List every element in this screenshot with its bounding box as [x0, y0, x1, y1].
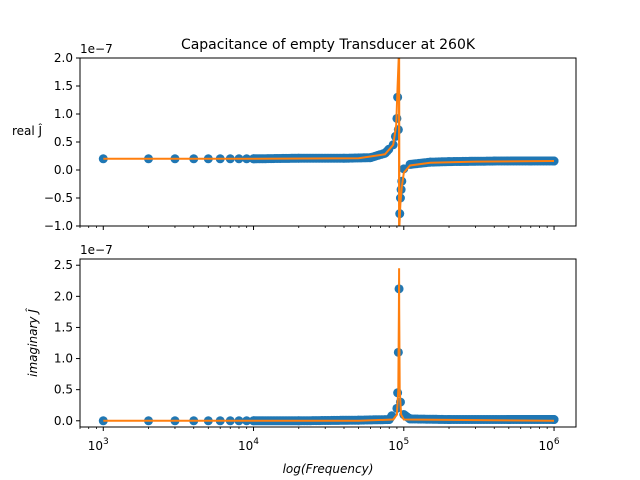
x-tick-label: 105: [388, 437, 409, 453]
top-y-tick-label: 0.5: [54, 135, 73, 149]
bottom-x-ticks: 103 104 105 106: [79, 427, 560, 453]
chart-title: Capacitance of empty Transducer at 260K: [181, 37, 476, 53]
bottom-y-tick-label: 0.0: [54, 414, 73, 428]
top-fit-line: [103, 58, 555, 226]
bottom-plot-area: [98, 268, 559, 426]
top-y-tick-label: 2.0: [54, 51, 73, 65]
bottom-y-axis-label: imaginary Ĵ: [26, 308, 40, 377]
x-tick-label: 106: [539, 437, 560, 453]
top-panel: −1.0 −0.5 0.0 0.5 1.0 1.5 2.0 1e−7 real Ĵ: [12, 42, 577, 233]
x-tick-label: 104: [238, 437, 259, 453]
top-y-tick-label: 1.0: [54, 107, 73, 121]
x-tick-label: 103: [88, 437, 109, 453]
bottom-y-tick-label: 2.5: [54, 258, 73, 272]
bottom-panel: 0.0 0.5 1.0 1.5 2.0 2.5 103 104 105 106 1e−7 ima…: [26, 243, 577, 476]
top-plot-area: [98, 58, 559, 226]
top-y-tick-label: −0.5: [44, 191, 73, 205]
top-axes-frame: [79, 57, 577, 227]
bottom-y-tick-label: 0.5: [54, 383, 73, 397]
bottom-y-multiplier: 1e−7: [80, 243, 113, 257]
bottom-y-tick-label: 1.0: [54, 352, 73, 366]
bottom-y-tick-label: 1.5: [54, 320, 73, 334]
top-y-ticks: −1.0 −0.5 0.0 0.5 1.0 1.5 2.0: [44, 51, 80, 233]
bottom-axes-frame: [79, 258, 577, 428]
top-y-tick-label: 0.0: [54, 163, 73, 177]
bottom-measured-point: [98, 416, 108, 426]
top-y-axis-label: real Ĵ: [12, 124, 43, 138]
bottom-fit-line: [103, 268, 555, 422]
bottom-y-ticks: 0.0 0.5 1.0 1.5 2.0 2.5: [54, 258, 80, 428]
top-y-multiplier: 1e−7: [80, 42, 113, 56]
top-measured-point: [98, 154, 108, 164]
top-x-ticks: [79, 226, 555, 230]
top-y-tick-label: −1.0: [44, 219, 73, 233]
x-axis-label: log(Frequency): [283, 462, 374, 476]
top-y-tick-label: 1.5: [54, 79, 73, 93]
bottom-y-tick-label: 2.0: [54, 289, 73, 303]
